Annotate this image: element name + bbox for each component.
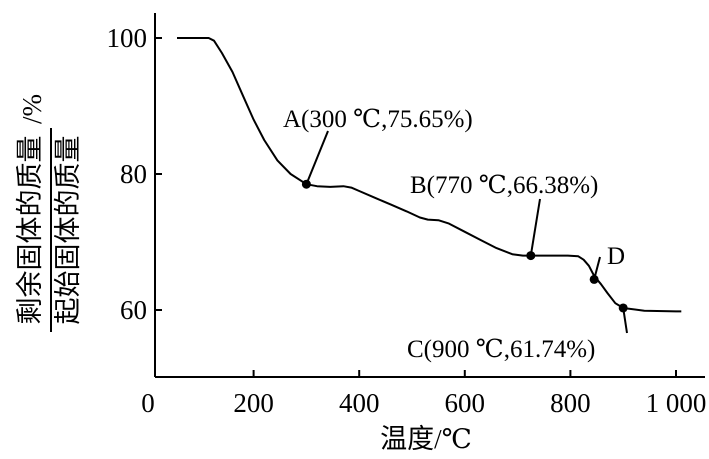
x-axis-title: 温度/℃ [380,424,472,454]
x-tick-label: 400 [339,388,380,418]
x-tick-label: 1 000 [646,388,707,418]
y-tick-label: 80 [120,159,147,189]
ticks: 0 200 400 600 800 1 000 60 80 100 [107,23,707,418]
y-axis-title: 剩余固体的质量 起始固体的质量 /% [15,94,83,332]
point-marker-D [589,274,599,284]
point-label-B: B(770 ℃,66.38%) [410,172,598,199]
y-tick-label: 100 [107,23,148,53]
point-marker-A [301,179,311,189]
point-label-C: C(900 ℃,61.74%) [407,336,595,363]
leader-line-B [529,198,541,256]
y-axis-title-numerator: 剩余固体的质量 [15,136,45,325]
y-axis-title-unit: /% [17,94,47,124]
point-marker-C [618,303,628,313]
point-label-A: A(300 ℃,75.65%) [283,106,473,133]
y-tick-label: 60 [120,295,147,325]
x-tick-label: 800 [550,388,591,418]
point-marker-B [526,251,536,261]
x-tick-label: 0 [141,388,155,418]
leader-line-A [305,130,329,185]
x-tick-label: 600 [445,388,486,418]
annotations: A(300 ℃,75.65%) B(770 ℃,66.38%) D C(900 ℃,6… [283,106,628,363]
y-axis-title-denominator: 起始固体的质量 [53,136,83,325]
axes [154,13,705,378]
x-tick-label: 200 [233,388,274,418]
point-label-D: D [607,243,625,270]
